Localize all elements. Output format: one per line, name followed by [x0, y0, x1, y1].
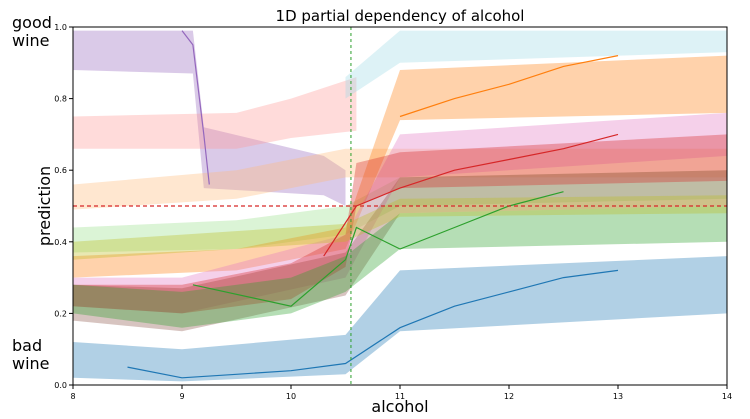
- pd-curve-2: [399, 55, 619, 118]
- x-tick-label: 10: [286, 392, 296, 401]
- good-wine-annotation: good wine: [12, 13, 52, 50]
- pd-curves: [127, 30, 619, 379]
- x-tick-label: 9: [179, 392, 184, 401]
- y-tick-label: 0.6: [54, 166, 67, 175]
- pd-curve-4: [127, 269, 619, 379]
- confidence-bands: [73, 30, 727, 382]
- x-tick-label: 13: [613, 392, 623, 401]
- reference-lines: [73, 27, 727, 385]
- band-10: [73, 195, 727, 260]
- band-0: [73, 30, 346, 206]
- y-tick-label: 1.0: [54, 23, 67, 32]
- y-axis-label: prediction: [35, 166, 54, 246]
- band-11: [73, 256, 727, 382]
- band-9: [73, 206, 727, 328]
- x-tick-label: 8: [70, 392, 75, 401]
- bad-wine-annotation: bad wine: [12, 336, 50, 373]
- x-tick-label: 11: [395, 392, 405, 401]
- y-tick-label: 0.8: [54, 95, 67, 104]
- band-5: [345, 30, 727, 99]
- y-tick-label: 0.4: [54, 238, 67, 247]
- pd-curve-0: [181, 30, 210, 185]
- band-2: [73, 148, 727, 210]
- band-6: [73, 112, 727, 314]
- band-7: [73, 170, 727, 332]
- y-tick-label: 0.0: [54, 381, 67, 390]
- band-1: [73, 77, 357, 149]
- y-axis-ticks: 0.0 0.2 0.4 0.6 0.8 1.0: [54, 23, 73, 390]
- band-8: [73, 134, 727, 314]
- x-axis-label: alcohol: [371, 397, 428, 416]
- pd-curve-3: [192, 191, 564, 307]
- chart-title: 1D partial dependency of alcohol: [276, 7, 525, 25]
- band-4: [73, 55, 727, 278]
- band-3: [73, 170, 727, 253]
- x-tick-label: 12: [504, 392, 514, 401]
- x-axis-ticks: 8 9 10 11 12 13 14: [70, 385, 732, 401]
- y-tick-label: 0.2: [54, 309, 67, 318]
- x-tick-label: 14: [722, 392, 732, 401]
